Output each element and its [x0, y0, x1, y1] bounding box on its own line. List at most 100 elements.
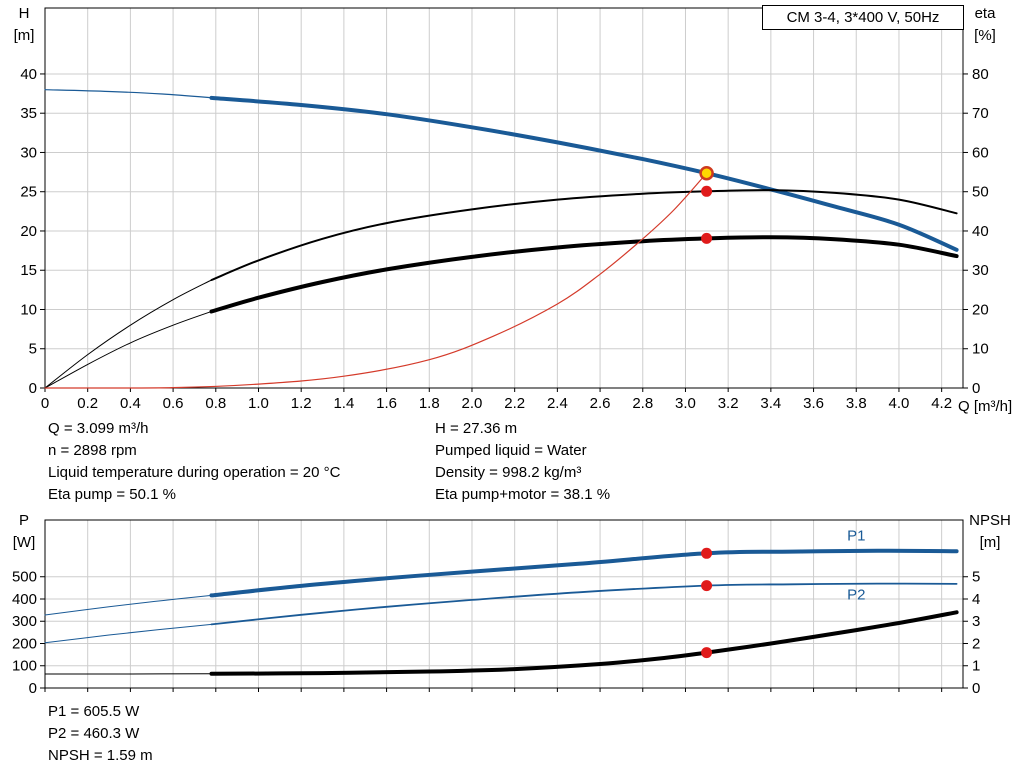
axis-ticks-and-labels: 0 100 200 300 400 500 0 1 2 3 4 5 [12, 569, 980, 697]
info-pumped-liquid: Pumped liquid = Water [435, 442, 587, 459]
svg-text:3.2: 3.2 [718, 395, 739, 412]
svg-text:0: 0 [972, 680, 980, 697]
duty-markers: P1 P2 [701, 528, 865, 659]
svg-text:1.8: 1.8 [419, 395, 440, 412]
power-axis-unit: [W] [12, 534, 36, 551]
svg-text:500: 500 [12, 569, 37, 586]
svg-text:1.6: 1.6 [376, 395, 397, 412]
svg-text:10: 10 [972, 341, 989, 358]
power-axis-title: P [18, 512, 29, 529]
duty-markers [699, 165, 714, 244]
duty-info-left-column: Q = 3.099 m³/h n = 2898 rpm Liquid tempe… [48, 418, 340, 506]
info-eta-pump-motor: Eta pump+motor = 38.1 % [435, 486, 611, 503]
svg-text:0.4: 0.4 [120, 395, 141, 412]
eta-pump-point [701, 185, 713, 197]
svg-text:50: 50 [972, 184, 989, 201]
svg-text:40: 40 [20, 66, 37, 83]
npsh-axis-unit: [m] [979, 534, 1001, 551]
eta-axis-title: eta [974, 5, 996, 22]
svg-text:1.0: 1.0 [248, 395, 269, 412]
p2-curve [210, 582, 958, 626]
curves [44, 89, 959, 389]
svg-text:60: 60 [972, 144, 989, 161]
info-eta-pump: Eta pump = 50.1 % [48, 486, 176, 503]
svg-text:15: 15 [20, 262, 37, 279]
eta-pump-curve-lead [44, 279, 212, 389]
svg-text:35: 35 [20, 105, 37, 122]
head-eta-chart: 0 0.2 0.4 0.6 0.8 1.0 1.2 1.4 1.6 1.8 2.0 2.2 2.4 2.6… [20, 7, 989, 412]
svg-text:0.8: 0.8 [205, 395, 226, 412]
head-curve-lead [44, 89, 217, 99]
grid [45, 8, 963, 388]
svg-text:25: 25 [20, 184, 37, 201]
eta-axis-unit: [%] [974, 27, 996, 44]
svg-text:30: 30 [972, 262, 989, 279]
svg-text:3.0: 3.0 [675, 395, 696, 412]
svg-text:80: 80 [972, 66, 989, 83]
svg-text:0: 0 [41, 395, 49, 412]
power-npsh-chart: 0 100 200 300 400 500 0 1 2 3 4 5 P1 P2 [12, 519, 980, 697]
svg-text:4: 4 [972, 591, 980, 608]
svg-text:2.4: 2.4 [547, 395, 568, 412]
p1-curve [209, 548, 959, 598]
svg-text:10: 10 [20, 301, 37, 318]
eta-pump-curve [210, 189, 958, 281]
svg-text:30: 30 [20, 144, 37, 161]
npsh-curve [209, 610, 959, 676]
svg-text:3.4: 3.4 [760, 395, 781, 412]
duty-point [699, 165, 714, 181]
svg-text:4.2: 4.2 [931, 395, 952, 412]
info-speed: n = 2898 rpm [48, 442, 137, 459]
system-curve [44, 172, 708, 389]
info-npsh: NPSH = 1.59 m [48, 747, 153, 764]
svg-text:0: 0 [29, 680, 37, 697]
svg-text:400: 400 [12, 591, 37, 608]
plot-frame [44, 519, 964, 689]
info-p1: P1 = 605.5 W [48, 703, 140, 720]
p1-curve-lead [44, 594, 212, 616]
svg-text:70: 70 [972, 105, 989, 122]
svg-text:2.0: 2.0 [462, 395, 483, 412]
svg-text:5: 5 [972, 569, 980, 586]
eta-pump-motor-curve [209, 235, 959, 314]
svg-text:100: 100 [12, 658, 37, 675]
power-info-column: P1 = 605.5 W P2 = 460.3 W NPSH = 1.59 m [48, 701, 153, 767]
svg-text:3.6: 3.6 [803, 395, 824, 412]
pump-type-box: CM 3-4, 3*400 V, 50Hz [762, 5, 964, 30]
curve-label-P1: P1 [847, 528, 865, 545]
svg-text:2.2: 2.2 [504, 395, 525, 412]
svg-text:4.0: 4.0 [889, 395, 910, 412]
info-q: Q = 3.099 m³/h [48, 420, 149, 437]
grid [45, 520, 963, 688]
svg-text:1.4: 1.4 [333, 395, 354, 412]
eta-pump-motor-curve-lead [44, 311, 212, 389]
svg-text:3: 3 [972, 613, 980, 630]
head-curve [209, 95, 959, 252]
svg-text:20: 20 [972, 301, 989, 318]
p2-curve-lead [44, 623, 212, 644]
p2-point [701, 580, 713, 592]
svg-text:300: 300 [12, 613, 37, 630]
head-axis-title: H [18, 5, 30, 22]
duty-info-right-column: H = 27.36 m Pumped liquid = Water Densit… [435, 418, 610, 506]
svg-text:200: 200 [12, 635, 37, 652]
svg-text:20: 20 [20, 223, 37, 240]
flow-axis-title: Q [m³/h] [958, 398, 1013, 415]
pump-type-label: CM 3-4, 3*400 V, 50Hz [786, 9, 940, 26]
p1-point [701, 547, 713, 559]
plot-frame [44, 7, 964, 389]
eta-pump-motor-point [701, 232, 713, 244]
axis-ticks-and-labels: 0 0.2 0.4 0.6 0.8 1.0 1.2 1.4 1.6 1.8 2.0 2.2 2.4 2.6… [20, 66, 988, 412]
info-p2: P2 = 460.3 W [48, 725, 140, 742]
curve-label-P2: P2 [847, 586, 865, 603]
svg-text:5: 5 [29, 341, 37, 358]
svg-text:40: 40 [972, 223, 989, 240]
svg-text:1: 1 [972, 658, 980, 675]
info-liquid-temperature: Liquid temperature during operation = 20… [48, 464, 341, 481]
svg-text:0: 0 [29, 380, 37, 397]
svg-text:0: 0 [972, 380, 980, 397]
svg-text:0.6: 0.6 [163, 395, 184, 412]
svg-text:0.2: 0.2 [77, 395, 98, 412]
curves [44, 548, 959, 676]
svg-text:1.2: 1.2 [291, 395, 312, 412]
